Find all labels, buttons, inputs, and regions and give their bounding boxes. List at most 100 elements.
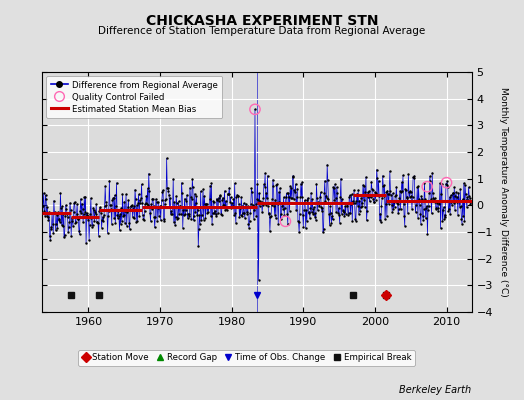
Point (235, 201, 243, 208)
Point (217, 212, 226, 218)
Point (359, 196, 368, 203)
Point (224, 190, 232, 197)
Point (407, 189, 415, 196)
Point (371, 189, 379, 195)
Point (222, 204, 231, 211)
Point (184, 210, 192, 217)
Point (241, 203, 249, 210)
Point (464, 197, 472, 203)
Point (434, 208, 442, 214)
Point (325, 222, 334, 228)
Point (254, 277, 263, 283)
Point (226, 194, 235, 200)
Point (275, 189, 283, 195)
Point (156, 203, 165, 209)
Point (410, 175, 418, 182)
Point (346, 192, 354, 199)
Point (115, 227, 124, 234)
Point (250, 207, 258, 213)
Point (125, 226, 134, 232)
Point (230, 212, 238, 218)
Point (97, 210, 105, 216)
Point (275, 199, 283, 205)
Point (258, 202, 267, 208)
Point (282, 194, 290, 200)
Point (340, 209, 348, 216)
Point (415, 196, 423, 202)
Point (381, 216, 389, 223)
Point (392, 184, 401, 190)
Point (128, 202, 136, 208)
Point (258, 209, 266, 215)
Point (84, 213, 93, 220)
Point (152, 199, 161, 205)
Point (109, 195, 117, 202)
Point (170, 219, 178, 226)
Point (330, 196, 339, 203)
Point (210, 210, 219, 216)
Point (122, 191, 130, 198)
Point (174, 198, 183, 204)
Point (402, 195, 411, 202)
Point (361, 203, 369, 210)
Point (391, 193, 399, 200)
Point (310, 204, 318, 210)
Point (332, 209, 340, 215)
Point (271, 197, 279, 203)
Point (117, 205, 125, 211)
Point (90, 218, 99, 224)
Point (184, 211, 193, 217)
Point (291, 181, 300, 187)
Point (347, 191, 356, 198)
Point (352, 218, 360, 224)
Point (131, 186, 139, 193)
Point (452, 189, 460, 195)
Point (386, 188, 395, 194)
Point (249, 216, 258, 222)
Point (359, 182, 367, 188)
Point (317, 204, 325, 210)
Point (384, 191, 392, 197)
Point (299, 223, 308, 230)
Point (111, 192, 119, 198)
Point (89, 204, 97, 211)
Point (110, 215, 118, 221)
Point (202, 201, 210, 207)
Point (64, 229, 72, 235)
Point (56, 219, 64, 225)
Point (172, 200, 181, 206)
Point (353, 202, 362, 209)
Point (207, 180, 215, 186)
Point (316, 189, 325, 196)
Point (412, 202, 420, 208)
Point (183, 192, 191, 198)
Point (418, 196, 426, 202)
Point (446, 211, 454, 218)
Point (253, 180, 261, 187)
Point (323, 162, 331, 168)
Point (132, 218, 140, 225)
Point (213, 196, 221, 202)
Point (287, 194, 295, 201)
Point (422, 205, 430, 211)
Point (238, 203, 246, 209)
Point (200, 216, 208, 223)
Point (77, 196, 85, 202)
Point (51, 227, 60, 234)
Point (189, 217, 198, 223)
Point (82, 210, 91, 216)
Point (308, 209, 316, 216)
Point (324, 177, 332, 183)
Point (451, 192, 460, 199)
Point (172, 193, 180, 199)
Point (183, 215, 192, 222)
Point (79, 219, 88, 226)
Point (86, 211, 94, 218)
Point (187, 194, 195, 200)
Point (50, 197, 58, 204)
Point (257, 199, 266, 205)
Point (60, 232, 69, 238)
Point (102, 199, 110, 205)
Point (114, 215, 122, 222)
Point (200, 193, 209, 199)
